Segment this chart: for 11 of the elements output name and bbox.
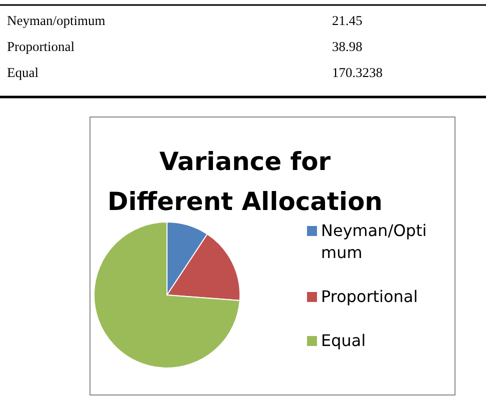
text: 21.45 xyxy=(332,13,363,28)
text: 38.98 xyxy=(332,39,363,54)
pie-slice xyxy=(94,222,240,368)
text: Equal xyxy=(7,65,39,80)
chart-title: Variance for Different Allocation xyxy=(107,147,383,216)
text: Neyman/optimum xyxy=(7,13,106,28)
legend-label: Equal xyxy=(321,331,366,350)
legend-label: Proportional xyxy=(321,287,418,306)
text: Proportional xyxy=(7,39,75,54)
text: 170.3238 xyxy=(332,65,383,80)
legend-label: Neyman/Optimum xyxy=(321,221,427,262)
